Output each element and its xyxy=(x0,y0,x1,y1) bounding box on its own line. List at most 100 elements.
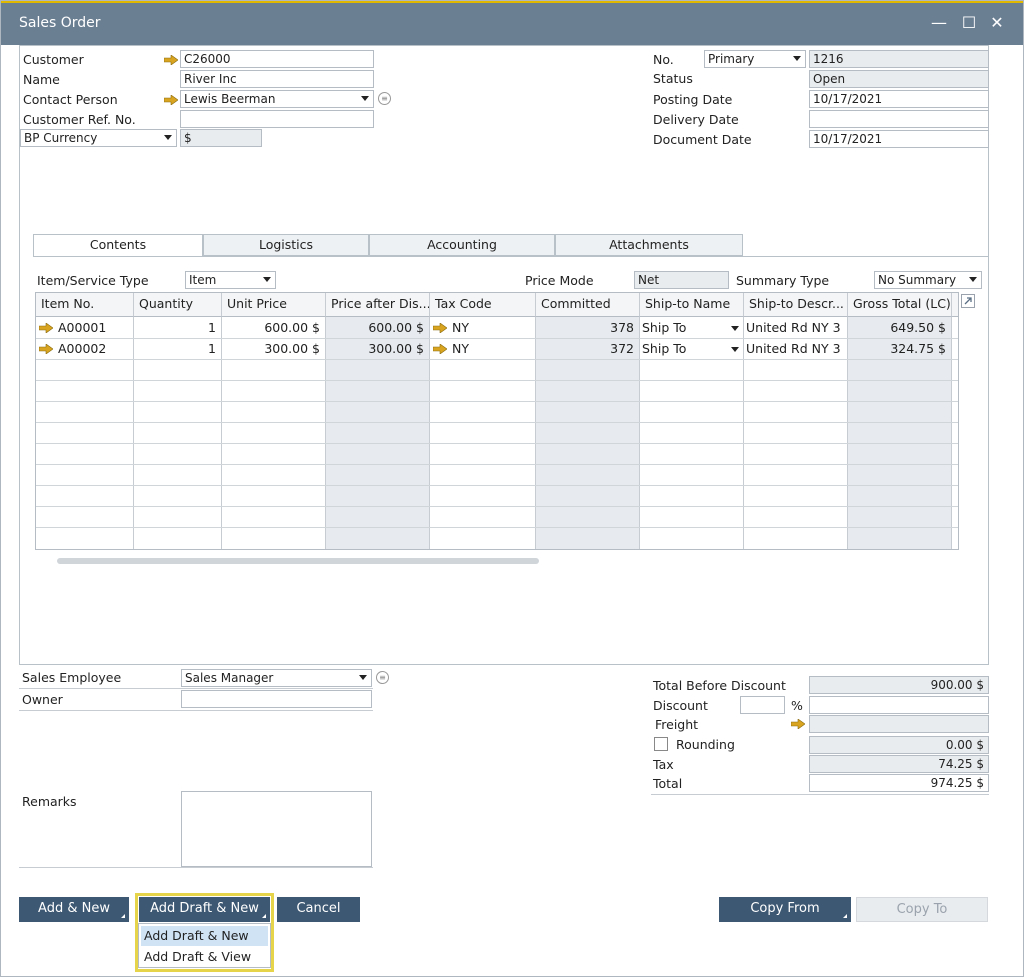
cell-tax-code[interactable]: NY xyxy=(452,341,469,356)
horizontal-scrollbar[interactable] xyxy=(57,558,539,564)
cell-price-after-discount[interactable]: 600.00 $ xyxy=(368,320,424,335)
col-price-after-discount xyxy=(326,317,430,549)
customer-field[interactable]: C26000 xyxy=(180,50,374,68)
col-header-ship-to-descr[interactable]: Ship-to Descr... xyxy=(744,293,848,317)
delivery-date-field[interactable] xyxy=(809,110,989,128)
discount-percent-field[interactable] xyxy=(740,696,785,714)
customer-label: Customer xyxy=(23,52,84,67)
cell-quantity[interactable]: 1 xyxy=(208,341,216,356)
customer-link-arrow-icon[interactable] xyxy=(164,55,178,65)
tab-accounting[interactable]: Accounting xyxy=(369,234,555,256)
cell-gross-total: 324.75 $ xyxy=(890,341,946,356)
tab-logistics[interactable]: Logistics xyxy=(203,234,369,256)
copy-from-button-label: Copy From xyxy=(750,901,820,916)
contact-person-label: Contact Person xyxy=(23,92,118,107)
document-date-field[interactable]: 10/17/2021 xyxy=(809,130,989,148)
col-header-item-no[interactable]: Item No. xyxy=(36,293,134,317)
discount-amount-field[interactable] xyxy=(809,696,989,714)
cell-unit-price[interactable]: 300.00 $ xyxy=(264,341,320,356)
item-link-arrow-icon[interactable] xyxy=(39,344,53,354)
minimize-icon[interactable]: — xyxy=(931,13,947,32)
bp-currency-field: $ xyxy=(180,129,262,147)
cell-unit-price[interactable]: 600.00 $ xyxy=(264,320,320,335)
window-title: Sales Order xyxy=(19,15,101,31)
item-service-type-select[interactable]: Item xyxy=(185,271,276,289)
summary-type-select[interactable]: No Summary xyxy=(874,271,982,289)
cell-item-no[interactable]: A00002 xyxy=(58,341,107,356)
col-header-tax-code[interactable]: Tax Code xyxy=(430,293,536,317)
col-header-committed[interactable]: Committed xyxy=(536,293,640,317)
col-header-price-after-discount[interactable]: Price after Dis... xyxy=(326,293,430,317)
contact-link-arrow-icon[interactable] xyxy=(164,95,178,105)
col-header-gross-total[interactable]: Gross Total (LC) xyxy=(848,293,952,317)
col-header-quantity[interactable]: Quantity xyxy=(134,293,222,317)
col-item-no xyxy=(36,317,134,549)
sales-employee-label: Sales Employee xyxy=(22,670,122,685)
posting-date-label: Posting Date xyxy=(653,92,733,107)
cell-committed: 372 xyxy=(610,341,634,356)
item-link-arrow-icon[interactable] xyxy=(39,323,53,333)
col-gross-total xyxy=(848,317,952,549)
name-field[interactable]: River Inc xyxy=(180,70,374,88)
close-icon[interactable]: ✕ xyxy=(990,13,1004,32)
posting-date-field[interactable]: 10/17/2021 xyxy=(809,90,989,108)
rounding-field: 0.00 $ xyxy=(809,736,989,754)
contact-person-select[interactable]: Lewis Beerman xyxy=(180,90,374,108)
info-icon[interactable]: ≡ xyxy=(378,92,391,105)
cell-item-no[interactable]: A00001 xyxy=(58,320,107,335)
tax-link-arrow-icon[interactable] xyxy=(433,323,447,333)
add-draft-new-button[interactable]: Add Draft & New xyxy=(139,897,270,922)
col-header-ship-to-name[interactable]: Ship-to Name xyxy=(640,293,744,317)
doc-no-label: No. xyxy=(653,52,674,67)
cell-committed: 378 xyxy=(610,320,634,335)
col-header-unit-price[interactable]: Unit Price xyxy=(222,293,326,317)
cell-gross-total: 649.50 $ xyxy=(890,320,946,335)
add-new-button[interactable]: Add & New xyxy=(19,897,129,922)
status-field: Open xyxy=(809,70,989,88)
chevron-down-icon[interactable] xyxy=(731,347,739,352)
expand-table-icon[interactable] xyxy=(961,294,975,308)
delivery-date-label: Delivery Date xyxy=(653,112,739,127)
col-ship-to-name xyxy=(640,317,744,549)
freight-link-arrow-icon[interactable] xyxy=(791,719,805,729)
cell-ship-to-descr[interactable]: United Rd NY 3 xyxy=(746,320,841,335)
tab-attachments[interactable]: Attachments xyxy=(555,234,743,256)
add-new-button-label: Add & New xyxy=(38,901,110,916)
maximize-icon[interactable]: ☐ xyxy=(961,13,977,32)
sales-employee-select[interactable]: Sales Manager xyxy=(181,669,372,687)
owner-label: Owner xyxy=(22,692,63,707)
cell-price-after-discount[interactable]: 300.00 $ xyxy=(368,341,424,356)
owner-field[interactable] xyxy=(181,690,372,708)
total-label: Total xyxy=(653,776,683,791)
copy-from-button[interactable]: Copy From xyxy=(719,897,851,922)
bp-currency-select[interactable]: BP Currency xyxy=(20,129,177,147)
item-service-type-value: Item xyxy=(189,273,217,287)
series-value: Primary xyxy=(708,52,755,66)
cell-quantity[interactable]: 1 xyxy=(208,320,216,335)
item-service-type-label: Item/Service Type xyxy=(37,273,149,288)
customer-ref-field[interactable] xyxy=(180,110,374,128)
cell-ship-to-descr[interactable]: United Rd NY 3 xyxy=(746,341,841,356)
tax-link-arrow-icon[interactable] xyxy=(433,344,447,354)
remarks-textarea[interactable] xyxy=(181,791,372,867)
tab-contents[interactable]: Contents xyxy=(33,234,203,257)
chevron-down-icon[interactable] xyxy=(731,326,739,331)
menu-item-add-draft-new[interactable]: Add Draft & New xyxy=(141,926,268,946)
info-icon[interactable]: ≡ xyxy=(376,671,389,684)
summary-type-value: No Summary xyxy=(878,273,957,287)
col-ship-to-descr xyxy=(744,317,848,549)
cell-ship-to-name[interactable]: Ship To xyxy=(642,320,687,335)
rounding-checkbox[interactable] xyxy=(654,737,668,751)
title-bar[interactable]: Sales Order — ☐ ✕ xyxy=(1,1,1023,45)
series-select[interactable]: Primary xyxy=(704,50,806,68)
dropdown-corner-icon xyxy=(121,914,125,918)
total-before-discount-field: 900.00 $ xyxy=(809,676,989,694)
cell-tax-code[interactable]: NY xyxy=(452,320,469,335)
cell-ship-to-name[interactable]: Ship To xyxy=(642,341,687,356)
menu-item-add-draft-view[interactable]: Add Draft & View xyxy=(144,949,252,964)
dropdown-corner-icon xyxy=(843,914,847,918)
summary-type-label: Summary Type xyxy=(736,273,830,288)
cancel-button[interactable]: Cancel xyxy=(277,897,360,922)
dropdown-corner-icon xyxy=(262,914,266,918)
